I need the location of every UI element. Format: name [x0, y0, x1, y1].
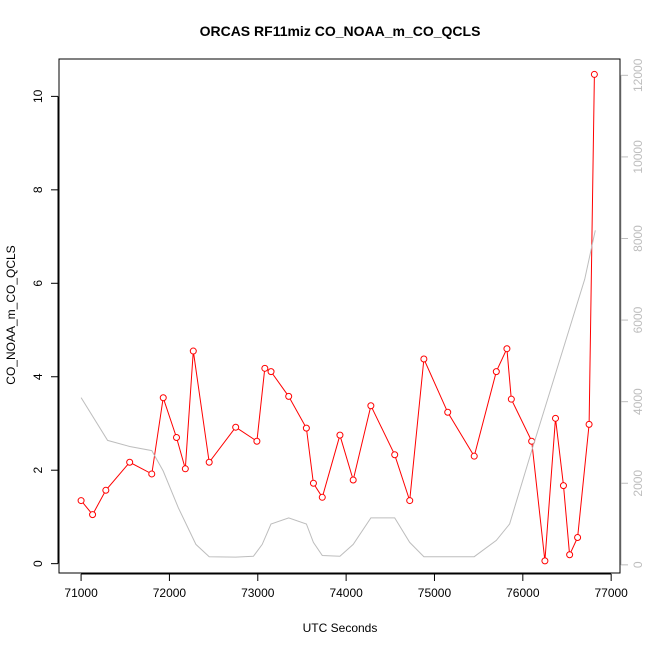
- y-axis-label: CO_NOAA_m_CO_QCLS: [4, 245, 18, 384]
- y-tick-label: 2: [31, 467, 45, 474]
- y2-tick-label: 12000: [631, 58, 645, 92]
- data-point: [77, 497, 85, 505]
- data-point: [232, 423, 240, 431]
- y-tick-label: 4: [31, 373, 45, 380]
- x-tick-label: 77000: [594, 586, 628, 600]
- data-point: [391, 451, 399, 459]
- data-point: [285, 392, 293, 400]
- data-point: [148, 470, 156, 478]
- data-point: [590, 70, 598, 78]
- plot-frame: [58, 58, 621, 574]
- data-point: [552, 414, 560, 422]
- y2-tick-label: 4000: [631, 388, 645, 415]
- data-point: [541, 557, 549, 565]
- data-point: [189, 347, 197, 355]
- data-point: [336, 431, 344, 439]
- data-point: [302, 424, 310, 432]
- y2-tick-label: 0: [631, 561, 645, 568]
- data-point: [159, 394, 167, 402]
- data-point: [406, 497, 414, 505]
- data-point: [126, 458, 134, 466]
- data-point: [503, 345, 511, 353]
- series-line-secondary: [80, 230, 596, 558]
- data-point: [309, 479, 317, 487]
- data-point: [261, 364, 269, 372]
- y-tick-label: 0: [31, 560, 45, 567]
- data-point: [420, 355, 428, 363]
- y2-tick-label: 2000: [631, 470, 645, 497]
- data-point: [181, 465, 189, 473]
- data-point: [102, 486, 110, 494]
- data-point: [267, 368, 275, 376]
- y-tick-label: 6: [31, 280, 45, 287]
- data-point: [470, 452, 478, 460]
- data-point: [89, 511, 97, 519]
- y2-tick-label: 6000: [631, 306, 645, 333]
- x-tick-label: 72000: [153, 586, 187, 600]
- series-line-primary: [80, 74, 595, 561]
- y-tick-label: 10: [31, 89, 45, 103]
- data-point: [318, 493, 326, 501]
- data-point: [566, 551, 574, 559]
- y-tick-label: 8: [31, 186, 45, 193]
- data-point: [444, 408, 452, 416]
- data-point: [173, 433, 181, 441]
- data-point: [559, 482, 567, 490]
- x-tick-label: 71000: [64, 586, 98, 600]
- data-point: [507, 395, 515, 403]
- x-tick-label: 73000: [241, 586, 275, 600]
- data-point: [585, 420, 593, 428]
- plot-area: [77, 70, 598, 565]
- x-tick-label: 75000: [418, 586, 452, 600]
- y2-tick-label: 10000: [631, 140, 645, 174]
- data-point: [574, 533, 582, 541]
- x-tick-label: 74000: [329, 586, 363, 600]
- x-tick-label: 76000: [506, 586, 540, 600]
- data-point: [367, 402, 375, 410]
- data-point: [205, 458, 213, 466]
- chart-title: ORCAS RF11miz CO_NOAA_m_CO_QCLS: [200, 23, 481, 39]
- y2-tick-label: 8000: [631, 225, 645, 252]
- data-point: [349, 476, 357, 484]
- x-axis-label: UTC Seconds: [303, 621, 378, 635]
- data-point: [492, 368, 500, 376]
- data-point: [253, 437, 261, 445]
